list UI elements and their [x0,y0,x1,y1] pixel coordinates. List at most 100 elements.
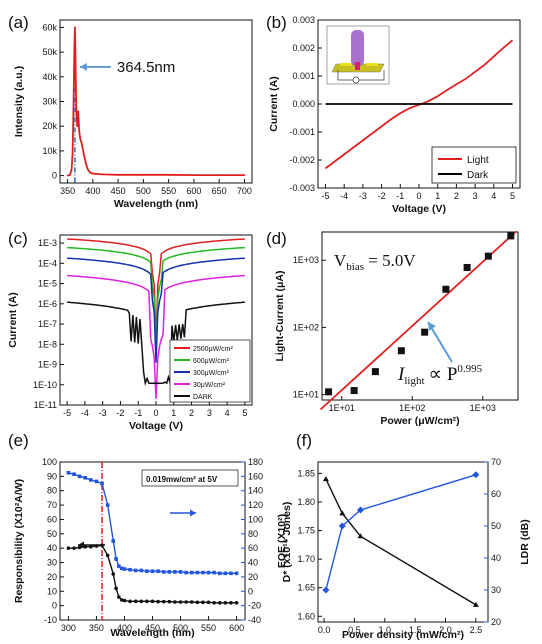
data-point [421,328,429,336]
panel-a-xtick: 400 [85,186,100,196]
panel-e-ytick: 60 [47,514,57,524]
data-point [325,388,333,396]
panel-b-xtick: 2 [454,191,459,201]
panel-c-ytick: 1E-10 [33,380,57,390]
series-point [119,598,124,602]
series-point [150,599,155,604]
panel-c-ylabel: Current (A) [7,292,19,347]
series-point [145,569,149,573]
panel-e-y2tick: 180 [248,457,263,467]
spectrum-point [79,137,82,140]
panel-f-xlabel: Power density (mW/cm²) [342,629,464,641]
series-point [322,586,330,594]
panel-b-legend [431,146,517,184]
data-point [442,285,450,293]
panel-f-xtick: 2.0 [439,625,452,635]
fit-equation: Ilight ∝ P0.995 [397,363,483,387]
fit-equation-sub: light [404,375,424,387]
series-point [105,503,110,507]
panel-b-xtick: 0 [416,191,421,201]
series-point [223,571,228,576]
panel-e-ytick: 40 [47,543,57,553]
series-point [133,599,138,604]
panel-f-ytick: 1.80 [297,497,315,507]
panel-b-xtick: -1 [396,191,404,201]
series-point [338,522,346,530]
spectrum-point [73,46,76,49]
series-point [217,571,222,576]
panel-d-xtick: 1E+01 [329,403,355,413]
iv-log-line [67,238,245,339]
data-point [463,263,471,271]
panel-f-label: (f) [296,431,312,450]
spectrum-point [243,174,246,176]
panel-a-ytick: 50k [42,47,57,57]
panel-c-ytick: 1E-5 [38,279,57,289]
panel-c-xtick: -2 [116,408,124,418]
panel-b-ytick: -0.001 [289,127,315,137]
electrode-left [340,63,352,66]
legend-entry: 2500μW/cm² [193,346,233,353]
panel-a-xtick: 600 [186,186,201,196]
panel-d-xlabel: Power (μW/cm²) [380,415,459,427]
panel-e-y2tick: -20 [248,601,261,611]
panel-e-xtick: 400 [117,623,132,633]
iv-log-line [67,246,245,349]
fit-arrow-head [428,322,436,331]
panel-e-ytick: 0 [52,601,57,611]
right-axis-arrow-head [190,509,196,517]
series-point [139,599,144,604]
ammeter-icon [352,76,360,84]
panel-b-ytick: 0.000 [292,99,315,109]
panel-e-y2tick: 160 [248,471,263,481]
panel-a-ytick: 30k [42,97,57,107]
spectrum-point [70,168,73,171]
series-point [122,598,127,603]
panel-e-ylabel2: EQE (X10²) [276,514,288,568]
series-point [212,600,216,605]
panel-f-xtick: 1.5 [409,625,422,635]
series-point [72,546,76,550]
panel-a-ytick: 20k [42,121,57,131]
series-point [167,599,172,604]
series-point [184,600,188,604]
panel-c-xtick: 2 [189,408,194,418]
panel-e-ytick: 20 [47,572,57,582]
panel-a-ytick: 10k [42,146,57,156]
legend-entry: Dark [467,170,489,181]
series-point [89,478,93,482]
data-point [397,347,405,355]
panel-c-xtick: 1 [171,408,176,418]
legend-entry: 30μW/cm² [193,382,226,389]
panel-c-xtick: 5 [242,408,247,418]
series-point [217,600,222,605]
device-inset-icon [326,25,390,85]
panel-b-xtick: 1 [435,191,440,201]
panel-a-xtick: 500 [136,186,151,196]
series-point [145,599,149,604]
iv-log-line [67,257,245,363]
series-point [229,600,233,605]
spectrum-point [72,100,75,103]
series-point [100,481,104,486]
panel-b-ytick: 0.001 [292,71,315,81]
panel-b-label: (b) [266,13,287,32]
fit-equation-i: I [397,364,406,385]
vbias-value: = 5.0V [364,251,416,270]
spectrum-point [192,174,195,176]
panel-f-xtick: 1.0 [379,625,392,635]
series-point [184,570,188,575]
panel-e-xtick: 350 [89,623,104,633]
panel-a-xlabel: Wavelength (nm) [114,198,198,210]
peak-annotation: 364.5nm [117,59,175,76]
series-point [206,600,211,605]
panel-e-y2tick: 20 [248,572,258,582]
panel-e-ytick: 50 [47,529,57,539]
spectrum-point [91,172,94,175]
panel-e-y2tick: 0 [248,586,253,596]
panel-b-ytick: 0.002 [292,43,315,53]
panel-b-xtick: -2 [378,191,386,201]
panel-e-annotation: 0.019mw/cm² at 5V [146,475,218,484]
series-point [322,476,329,482]
series-point [150,569,155,573]
